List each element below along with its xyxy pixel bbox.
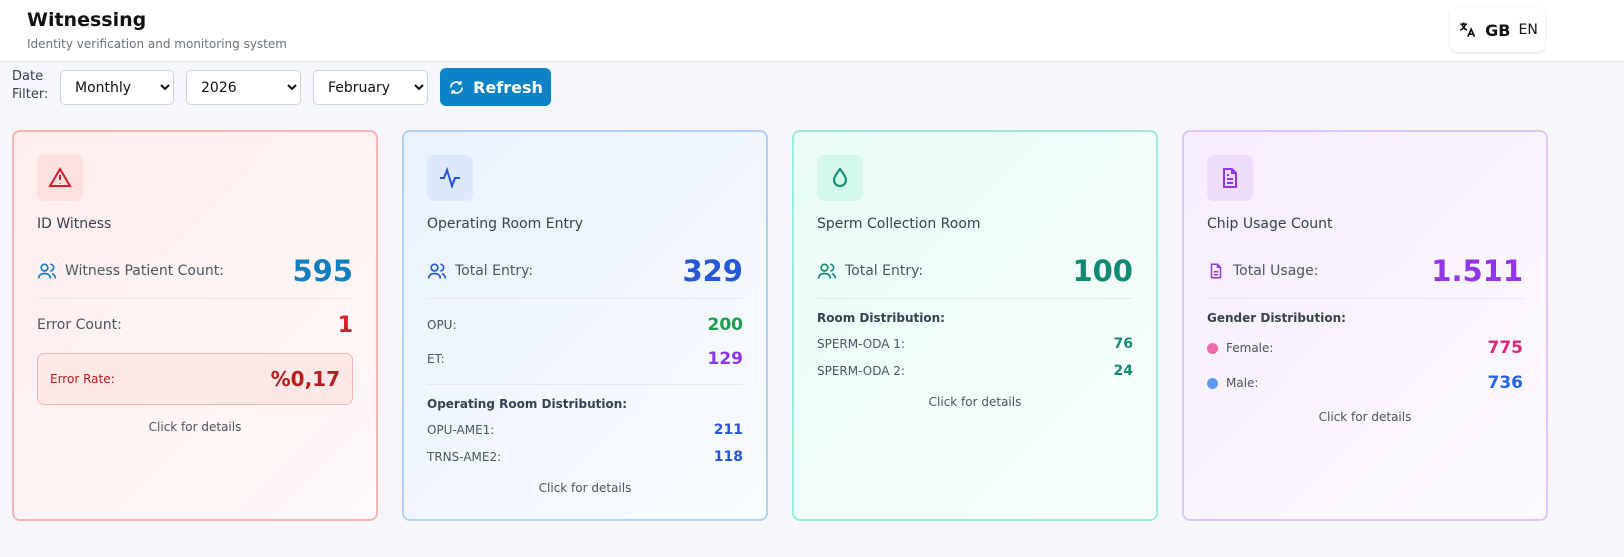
card-footer: Click for details xyxy=(538,481,632,495)
operating-room-card[interactable]: Operating Room Entry Total Entry: 329 OPU… xyxy=(402,130,768,521)
main-label: Total Usage: xyxy=(1233,263,1319,279)
row-value: 736 xyxy=(1487,373,1524,393)
row-label: SPERM-ODA 2: xyxy=(817,364,905,378)
chip-usage-card[interactable]: Chip Usage Count Total Usage: 1.511 Gende… xyxy=(1182,130,1548,521)
main-value: 100 xyxy=(1072,254,1133,288)
language-code: EN xyxy=(1518,22,1538,38)
row-value: 118 xyxy=(713,449,743,465)
card-title: Chip Usage Count xyxy=(1207,216,1333,232)
flag: GB xyxy=(1485,20,1511,40)
row-label: Female: xyxy=(1226,341,1274,355)
icon xyxy=(1207,155,1253,201)
subtitle: Identity verification and monitoring sys… xyxy=(27,37,287,51)
legend-dot xyxy=(1207,377,1218,389)
title: Witnessing xyxy=(27,9,147,31)
main-value: 595 xyxy=(292,254,353,288)
divider xyxy=(1207,298,1523,299)
refresh-icon xyxy=(450,80,464,94)
translate-icon xyxy=(1460,22,1476,38)
row-label: ET: xyxy=(427,352,445,366)
distribution-title: Operating Room Distribution: xyxy=(427,397,628,411)
icon xyxy=(37,155,83,201)
row-label: SPERM-ODA 1: xyxy=(817,337,905,351)
error-value: 1 xyxy=(337,312,353,338)
error-label: Error Count: xyxy=(37,317,122,333)
distribution-title: Gender Distribution: xyxy=(1207,311,1346,325)
header: Witnessing Identity verification and mon… xyxy=(0,0,1624,62)
card-title: Operating Room Entry xyxy=(427,216,584,232)
divider xyxy=(37,298,353,299)
card-footer: Click for details xyxy=(148,420,242,434)
main-value: 329 xyxy=(682,254,743,288)
rate-value: %0,17 xyxy=(270,367,340,391)
filter-label: Date Filter: xyxy=(12,69,49,102)
divider xyxy=(427,384,743,385)
icon xyxy=(427,155,473,201)
row-label: OPU: xyxy=(427,318,457,332)
row-value: 775 xyxy=(1487,338,1524,358)
card-footer: Click for details xyxy=(1318,410,1412,424)
row-value: 129 xyxy=(707,349,744,369)
sperm-collection-card[interactable]: Sperm Collection Room Total Entry: 100 Ro… xyxy=(792,130,1158,521)
main-label: Witness Patient Count: xyxy=(65,263,224,279)
main-label: Total Entry: xyxy=(455,263,534,279)
distribution-title: Room Distribution: xyxy=(817,311,945,325)
divider xyxy=(427,298,743,299)
row-value: 76 xyxy=(1113,336,1133,352)
year-select[interactable]: 2026 xyxy=(186,70,301,105)
icon xyxy=(817,155,863,201)
month-select[interactable]: February xyxy=(313,70,428,105)
main-label: Total Entry: xyxy=(845,263,924,279)
row-label: OPU-AME1: xyxy=(427,423,495,437)
card-title: Sperm Collection Room xyxy=(817,216,981,232)
card-footer: Click for details xyxy=(928,395,1022,409)
divider xyxy=(817,298,1133,299)
language-switcher[interactable]: GB EN xyxy=(1450,8,1545,52)
refresh-button[interactable]: Refresh xyxy=(440,68,551,106)
row-value: 24 xyxy=(1113,363,1133,379)
id-witness-card[interactable]: ID Witness Witness Patient Count: 595 Err… xyxy=(12,130,378,521)
main-value: 1.511 xyxy=(1431,254,1523,288)
rate-label: Error Rate: xyxy=(50,372,115,386)
card-title: ID Witness xyxy=(37,216,112,232)
refresh-text: Refresh xyxy=(473,77,543,97)
legend-dot xyxy=(1207,342,1218,354)
error-rate-box: Error Rate: %0,17 xyxy=(37,353,353,405)
row-value: 211 xyxy=(713,422,743,438)
row-value: 200 xyxy=(707,315,744,335)
period-select[interactable]: Monthly xyxy=(60,70,174,105)
row-label: TRNS-AME2: xyxy=(427,450,502,464)
row-label: Male: xyxy=(1226,376,1259,390)
